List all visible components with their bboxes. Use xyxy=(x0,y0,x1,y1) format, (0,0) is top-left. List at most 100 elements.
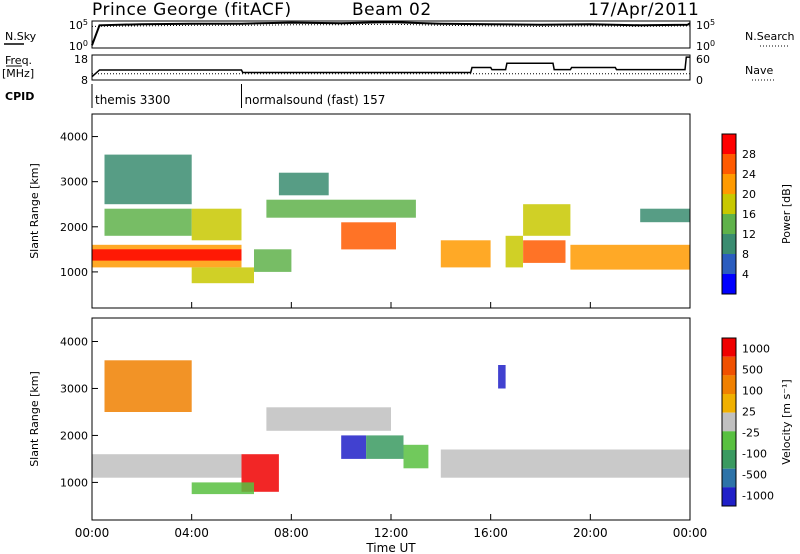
velocity-echo-region xyxy=(92,454,242,478)
velocity-colorbar-cell xyxy=(722,468,736,488)
power-y-tick-label: 2000 xyxy=(60,221,88,234)
power-echo-region xyxy=(523,240,566,263)
velocity-colorbar-cell xyxy=(722,450,736,469)
time-tick-label: 20:00 xyxy=(573,526,608,540)
power-echo-region xyxy=(254,249,292,272)
freq-unit-label: [MHz] xyxy=(2,67,35,80)
nave-series-line xyxy=(91,56,690,78)
noise-panel-frame xyxy=(91,20,691,49)
nave-right-tick: 0 xyxy=(696,74,703,87)
nsky-label: N.Sky xyxy=(5,30,37,43)
velocity-echo-region xyxy=(366,435,404,459)
velocity-colorbar-cell xyxy=(722,431,736,450)
velocity-colorbar-tick: 100 xyxy=(742,385,763,398)
power-echo-region xyxy=(505,235,523,268)
beam-title: Beam 02 xyxy=(352,0,432,20)
velocity-colorbar-title: Velocity [m s⁻¹] xyxy=(780,379,793,464)
time-tick-label: 04:00 xyxy=(174,526,209,540)
time-tick-label: 08:00 xyxy=(274,526,309,540)
freq-label: Freq. xyxy=(5,54,33,67)
power-echo-region xyxy=(104,154,192,205)
velocity-colorbar-cell xyxy=(722,412,736,432)
power-echo-region xyxy=(104,208,192,236)
power-colorbar-title: Power [dB] xyxy=(780,184,793,244)
freq-left-tick: 8 xyxy=(81,74,88,87)
power-echo-region xyxy=(570,244,690,270)
noise-left-tick: 105 xyxy=(69,18,88,32)
velocity-colorbar-cell xyxy=(722,394,736,413)
power-colorbar-cell xyxy=(722,154,736,174)
cpid-segment-label: themis 3300 xyxy=(95,93,170,107)
velocity-y-axis-title: Slant Range [km] xyxy=(28,371,41,467)
nsearch-series-line xyxy=(91,23,691,27)
power-echo-region xyxy=(440,240,491,268)
velocity-colorbar-tick: 25 xyxy=(742,406,756,419)
noise-right-tick: 100 xyxy=(696,39,715,53)
power-echo-region xyxy=(191,267,254,284)
velocity-colorbar-frame xyxy=(721,337,737,507)
velocity-y-tick-label: 2000 xyxy=(60,429,88,442)
power-colorbar-tick: 16 xyxy=(742,208,756,221)
velocity-y-tick-label: 4000 xyxy=(60,335,88,348)
power-echo-region xyxy=(341,222,396,250)
power-echo-region xyxy=(266,199,416,218)
noise-left-tick: 100 xyxy=(69,39,88,53)
power-echo-region xyxy=(191,208,242,241)
time-tick-label: 12:00 xyxy=(374,526,409,540)
velocity-echo-region xyxy=(266,407,391,431)
power-y-tick-label: 1000 xyxy=(60,266,88,279)
velocity-colorbar-tick: -100 xyxy=(742,448,767,461)
velocity-colorbar-cell xyxy=(722,356,736,376)
velocity-echo-region xyxy=(104,360,192,412)
noise-right-tick: 105 xyxy=(696,18,715,32)
cpid-label: CPID xyxy=(5,90,35,103)
velocity-echo-region xyxy=(403,444,429,469)
power-colorbar-tick: 12 xyxy=(742,228,756,241)
velocity-colorbar-tick: 500 xyxy=(742,364,763,377)
time-tick-label: 00:00 xyxy=(673,526,708,540)
velocity-colorbar-tick: -25 xyxy=(742,427,760,440)
power-colorbar-tick: 20 xyxy=(742,188,756,201)
power-colorbar-cell xyxy=(722,214,736,234)
power-colorbar-cell xyxy=(722,134,736,154)
velocity-echo-region xyxy=(498,365,506,389)
velocity-echo-region xyxy=(341,435,367,459)
power-echo-region xyxy=(278,172,329,196)
velocity-y-tick-label: 1000 xyxy=(60,476,88,489)
cpid-segment-label: normalsound (fast) 157 xyxy=(245,93,386,107)
power-colorbar-cell xyxy=(722,194,736,214)
power-colorbar-cell xyxy=(722,174,736,194)
power-colorbar-cell xyxy=(722,274,736,294)
velocity-colorbar-cell xyxy=(722,375,736,394)
freq-left-tick: 18 xyxy=(74,53,88,66)
power-echo-region xyxy=(640,208,690,223)
time-tick-label: 00:00 xyxy=(75,526,110,540)
velocity-colorbar-tick: 1000 xyxy=(742,343,770,356)
nave-label: Nave xyxy=(745,64,774,77)
power-y-tick-label: 4000 xyxy=(60,131,88,144)
power-colorbar-cell xyxy=(722,254,736,274)
velocity-colorbar-tick: -500 xyxy=(742,469,767,482)
nsky-series-line xyxy=(91,21,691,46)
power-colorbar-tick: 8 xyxy=(742,248,749,261)
time-axis-title: Time UT xyxy=(365,541,416,554)
nave-right-tick: 60 xyxy=(696,53,710,66)
power-colorbar-tick: 24 xyxy=(742,168,756,181)
velocity-colorbar-cell xyxy=(722,338,736,357)
nsearch-label: N.Search xyxy=(745,30,795,43)
freq-panel-frame xyxy=(91,54,691,81)
velocity-echo-region xyxy=(191,482,254,495)
station-title: Prince George (fitACF) xyxy=(92,0,292,20)
power-colorbar-frame xyxy=(721,133,737,295)
velocity-colorbar-cell xyxy=(722,487,736,506)
power-colorbar-cell xyxy=(722,234,736,254)
power-colorbar-tick: 28 xyxy=(742,148,756,161)
time-tick-label: 16:00 xyxy=(473,526,508,540)
power-colorbar-tick: 4 xyxy=(742,268,749,281)
velocity-y-tick-label: 3000 xyxy=(60,382,88,395)
date-title: 17/Apr/2011 xyxy=(588,0,700,20)
power-echo-region xyxy=(92,249,242,261)
power-echo-region xyxy=(523,204,571,236)
